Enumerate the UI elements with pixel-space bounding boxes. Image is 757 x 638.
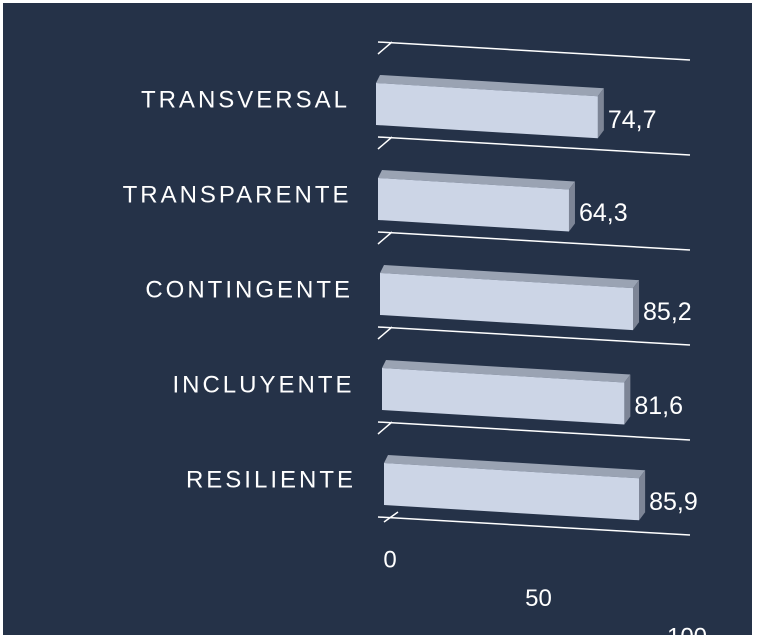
wall-line xyxy=(377,231,393,245)
x-tick-label: 100 xyxy=(667,624,707,638)
separator-line xyxy=(377,421,691,441)
bar-side xyxy=(624,374,631,425)
value-label: 85,9 xyxy=(649,488,698,516)
separator-line xyxy=(377,326,691,346)
bar xyxy=(380,273,634,331)
category-label: RESILIENTE xyxy=(186,466,356,493)
wall-line xyxy=(377,136,393,150)
bar xyxy=(376,83,598,139)
separator-line xyxy=(377,136,691,156)
bar-top xyxy=(376,75,604,97)
category-label: INCLUYENTE xyxy=(172,371,354,398)
bar-top xyxy=(380,265,640,289)
bar-side xyxy=(568,181,575,232)
bar xyxy=(378,178,569,232)
separator-line xyxy=(377,516,691,536)
value-label: 81,6 xyxy=(634,392,683,420)
bar-side xyxy=(633,280,640,331)
separator-line xyxy=(377,41,691,61)
bar-top xyxy=(378,170,575,190)
bar-top xyxy=(382,360,631,383)
value-label: 85,2 xyxy=(643,298,692,326)
category-label: TRANSVERSAL xyxy=(141,86,350,113)
value-label: 64,3 xyxy=(579,199,628,227)
category-label: TRANSPARENTE xyxy=(123,181,352,208)
bar xyxy=(384,463,640,521)
value-label: 74,7 xyxy=(608,106,657,134)
category-label: CONTINGENTE xyxy=(145,276,353,303)
x-tick-label: 50 xyxy=(525,585,552,612)
bar-side xyxy=(639,470,646,521)
wall-line xyxy=(377,326,393,340)
bar-top xyxy=(384,455,646,479)
x-tick-label: 0 xyxy=(383,546,396,573)
wall-line xyxy=(377,41,393,55)
separator-line xyxy=(377,231,691,251)
bar-side xyxy=(597,88,604,139)
bar xyxy=(382,368,625,425)
wall-line xyxy=(383,511,399,523)
wall-line xyxy=(377,421,393,435)
